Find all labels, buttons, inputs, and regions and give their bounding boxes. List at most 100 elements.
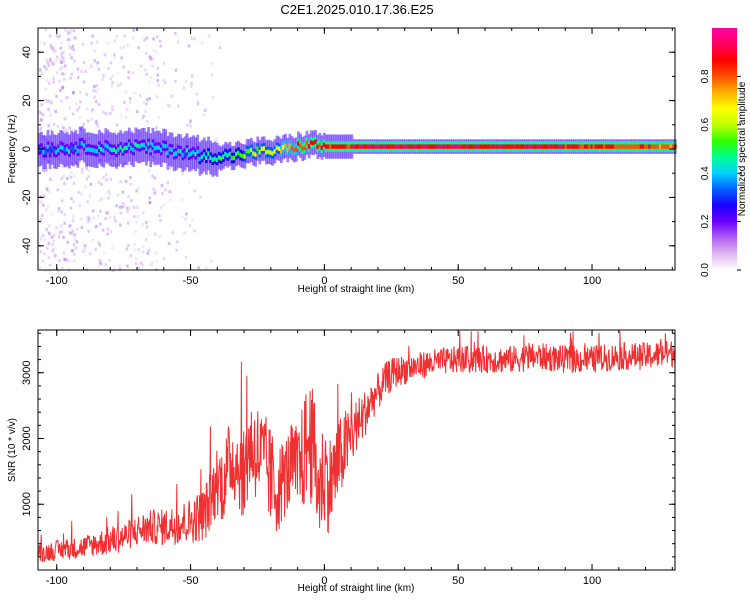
ridge-core-cell — [190, 151, 193, 156]
noise-cell — [64, 258, 67, 261]
ridge-core-cell — [196, 149, 200, 154]
noise-cell — [57, 36, 60, 40]
ridge-core-cell — [335, 144, 339, 149]
x-tick-label: 100 — [583, 275, 601, 287]
noise-cell — [104, 178, 108, 182]
noise-cell — [126, 264, 129, 268]
ridge-core-cell — [57, 147, 61, 153]
noise-cell — [98, 243, 102, 247]
noise-cell — [148, 200, 152, 204]
noise-cell — [202, 113, 205, 116]
noise-cell — [119, 46, 122, 50]
noise-cell — [143, 38, 146, 42]
noise-cell — [134, 230, 137, 233]
noise-cell — [145, 224, 149, 228]
noise-cell — [141, 222, 145, 226]
ridge-core-cell — [168, 147, 172, 152]
noise-cell — [131, 71, 134, 75]
noise-cell — [54, 110, 57, 113]
x-tick-label: -50 — [183, 575, 199, 587]
ridge-core-cell — [374, 144, 377, 149]
ridge-core-cell — [658, 144, 662, 149]
snr-ticks: -100 -50 0 50 100 1000 2000 3000 — [21, 330, 675, 587]
ridge-core-cell — [136, 143, 140, 149]
noise-cell — [96, 61, 99, 65]
noise-cell — [101, 77, 104, 81]
noise-cell — [153, 232, 157, 236]
noise-cell — [91, 108, 94, 112]
noise-cell — [59, 67, 62, 71]
noise-cell — [116, 84, 120, 88]
noise-cell — [153, 191, 156, 195]
noise-cell — [43, 42, 46, 45]
noise-cell — [39, 68, 42, 72]
noise-cell — [95, 40, 99, 44]
noise-cell — [193, 229, 196, 233]
noise-cell — [42, 194, 46, 198]
ridge-core-cell — [532, 144, 536, 149]
ridge-core-cell — [451, 144, 454, 149]
ridge-core-cell — [584, 144, 587, 149]
ridge-core-cell — [650, 144, 654, 149]
ridge-core-cell — [524, 144, 527, 149]
noise-cell — [189, 119, 192, 123]
ridge-core-cell — [104, 143, 108, 148]
noise-cell — [69, 29, 72, 33]
ridge-core-cell — [545, 144, 549, 149]
ridge-core-cell — [307, 144, 311, 149]
noise-cell — [185, 212, 188, 216]
ridge-core-cell — [282, 145, 285, 150]
noise-cell — [90, 63, 93, 67]
noise-cell — [104, 161, 107, 165]
noise-cell — [68, 224, 71, 228]
ridge-core-cell — [577, 144, 581, 149]
noise-cell — [43, 65, 46, 68]
ridge-core-cell — [564, 144, 568, 149]
noise-cell — [162, 257, 166, 261]
ridge-core-cell — [511, 144, 514, 149]
colorbar-tick-label: 0.2 — [700, 214, 711, 228]
ridge-core-cell — [429, 144, 433, 149]
noise-cell — [111, 108, 114, 112]
noise-cell — [104, 111, 107, 115]
noise-cell — [84, 243, 87, 247]
noise-cell — [119, 82, 123, 86]
ridge-core-cell — [391, 144, 395, 149]
ridge-core-cell — [663, 144, 666, 149]
noise-cell — [47, 204, 50, 208]
ridge-core-cell — [417, 144, 420, 149]
ridge-core-cell — [569, 144, 572, 149]
ridge-core-cell — [243, 154, 247, 159]
noise-cell — [160, 206, 163, 210]
ridge-core-cell — [639, 144, 643, 149]
ridge-core-cell — [519, 144, 523, 149]
snr-x-axis-label: Height of straight line (km) — [298, 583, 415, 594]
noise-cell — [81, 42, 85, 46]
noise-cell — [42, 113, 45, 117]
noise-cell — [47, 124, 50, 128]
ridge-core-cell — [491, 144, 495, 149]
noise-cell — [141, 245, 145, 248]
noise-cell — [95, 122, 99, 126]
noise-cell — [121, 190, 125, 194]
noise-cell — [141, 263, 145, 267]
noise-cell — [74, 36, 77, 40]
noise-cell — [106, 232, 109, 236]
ridge-core-cell — [631, 144, 634, 149]
ridge-core-cell — [160, 147, 163, 153]
noise-cell — [137, 186, 140, 190]
noise-cell — [44, 269, 48, 273]
snr-y-axis-label: SNR (10 * v/v) — [7, 418, 18, 482]
noise-cell — [85, 92, 88, 96]
y-tick-label: 40 — [21, 46, 33, 58]
noise-cell — [97, 241, 101, 245]
noise-cell — [210, 259, 213, 263]
noise-cell — [104, 263, 108, 266]
ridge-core-cell — [294, 147, 298, 152]
noise-cell — [69, 76, 72, 80]
noise-cell — [156, 79, 159, 83]
noise-cell — [145, 226, 149, 230]
ridge-core-cell — [551, 144, 555, 149]
ridge-core-cell — [252, 151, 255, 156]
noise-cell — [149, 76, 153, 80]
